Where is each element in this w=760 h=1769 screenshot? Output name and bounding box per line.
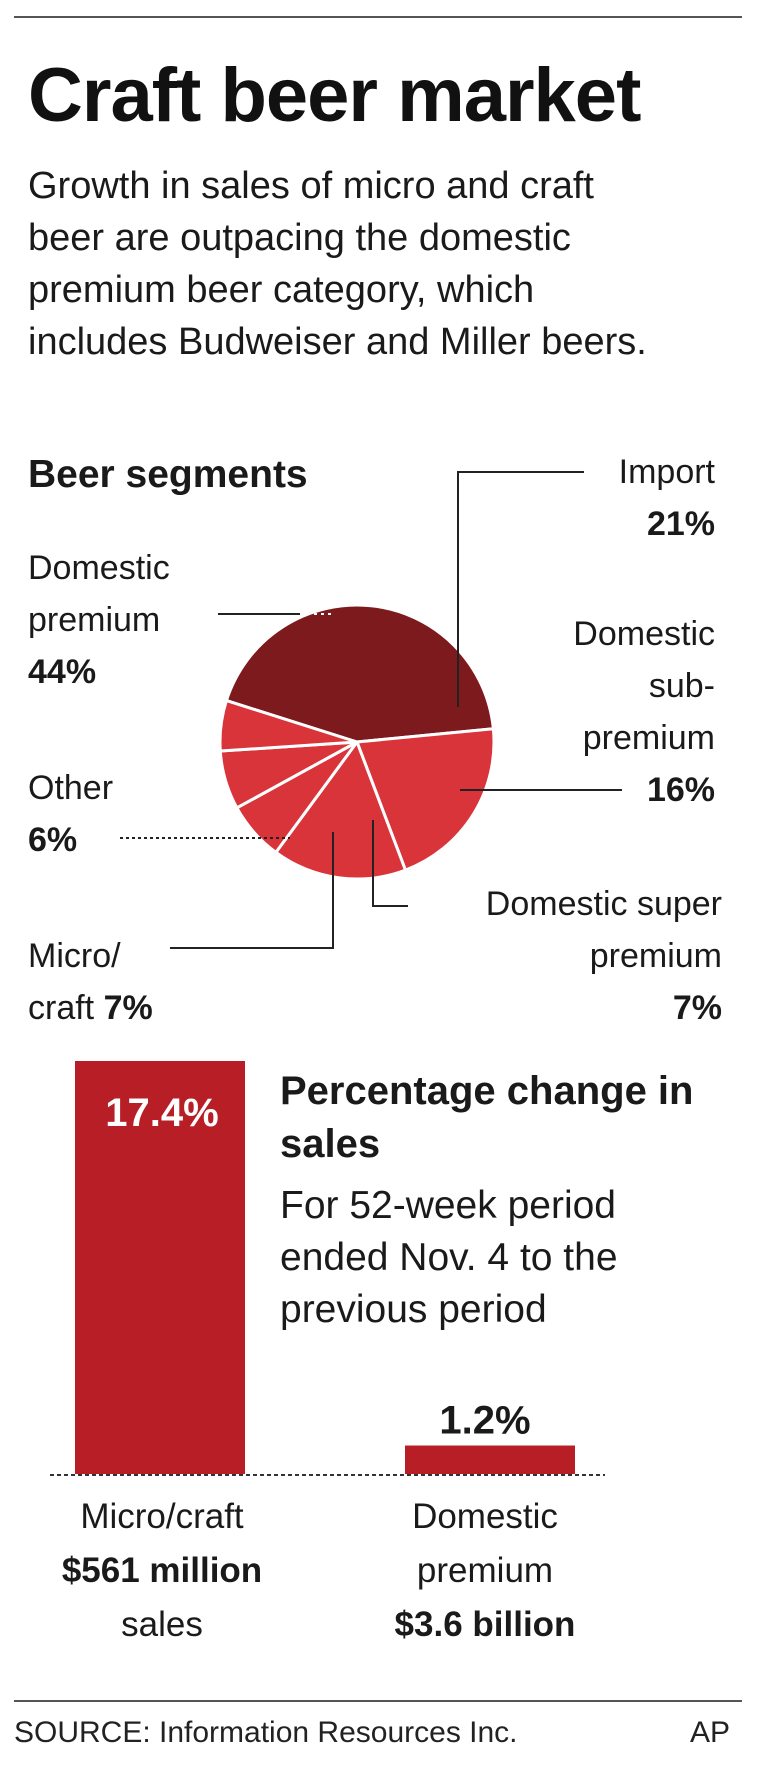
pie-leader-lines	[120, 471, 622, 949]
bar-domestic-premium	[405, 1445, 575, 1474]
pie-slices	[218, 603, 496, 881]
bar-value-label-domestic-premium: 1.2%	[439, 1399, 530, 1443]
bar-chart: 17.4% 1.2%	[50, 1061, 605, 1476]
pie-slice-import	[355, 727, 496, 872]
top-rule	[14, 16, 742, 18]
bar-chart-subtitle: For 52-week period ended Nov. 4 to the p…	[280, 1184, 618, 1331]
bar-chart-title: Percentage change in sales	[280, 1069, 694, 1166]
label-micro-craft: Micro/ craft 7%	[28, 937, 153, 1027]
label-domestic-premium: Domestic premium 44%	[28, 549, 170, 691]
pie-chart-title: Beer segments	[28, 453, 308, 496]
pie-slice-domestic-premium	[224, 603, 495, 744]
bar-value-label-micro-craft: 17.4%	[105, 1091, 218, 1135]
leader-line-micro	[170, 832, 334, 949]
label-other: Other 6%	[28, 769, 114, 859]
page-subtitle: Growth in sales of micro and craft beer …	[28, 165, 647, 363]
page-title: Craft beer market	[28, 53, 641, 138]
bars	[75, 1061, 575, 1474]
credit-note: AP	[690, 1716, 731, 1749]
label-domestic-super-premium: Domestic super premium 7%	[485, 885, 722, 1027]
pie-slice-other	[218, 699, 359, 753]
bar-micro-craft	[75, 1061, 245, 1474]
source-note: SOURCE: Information Resources Inc.	[14, 1716, 518, 1749]
category-label-domestic-premium: Domestic premium $3.6 billion	[394, 1497, 576, 1644]
leader-line-import	[457, 471, 584, 707]
category-label-micro-craft: Micro/craft $561 million sales	[61, 1497, 263, 1644]
label-domestic-sub-premium: Domestic sub- premium 16%	[573, 615, 715, 809]
label-import: Import 21%	[618, 453, 715, 543]
bottom-rule	[14, 1700, 742, 1702]
leader-line-super-premium	[372, 820, 408, 907]
